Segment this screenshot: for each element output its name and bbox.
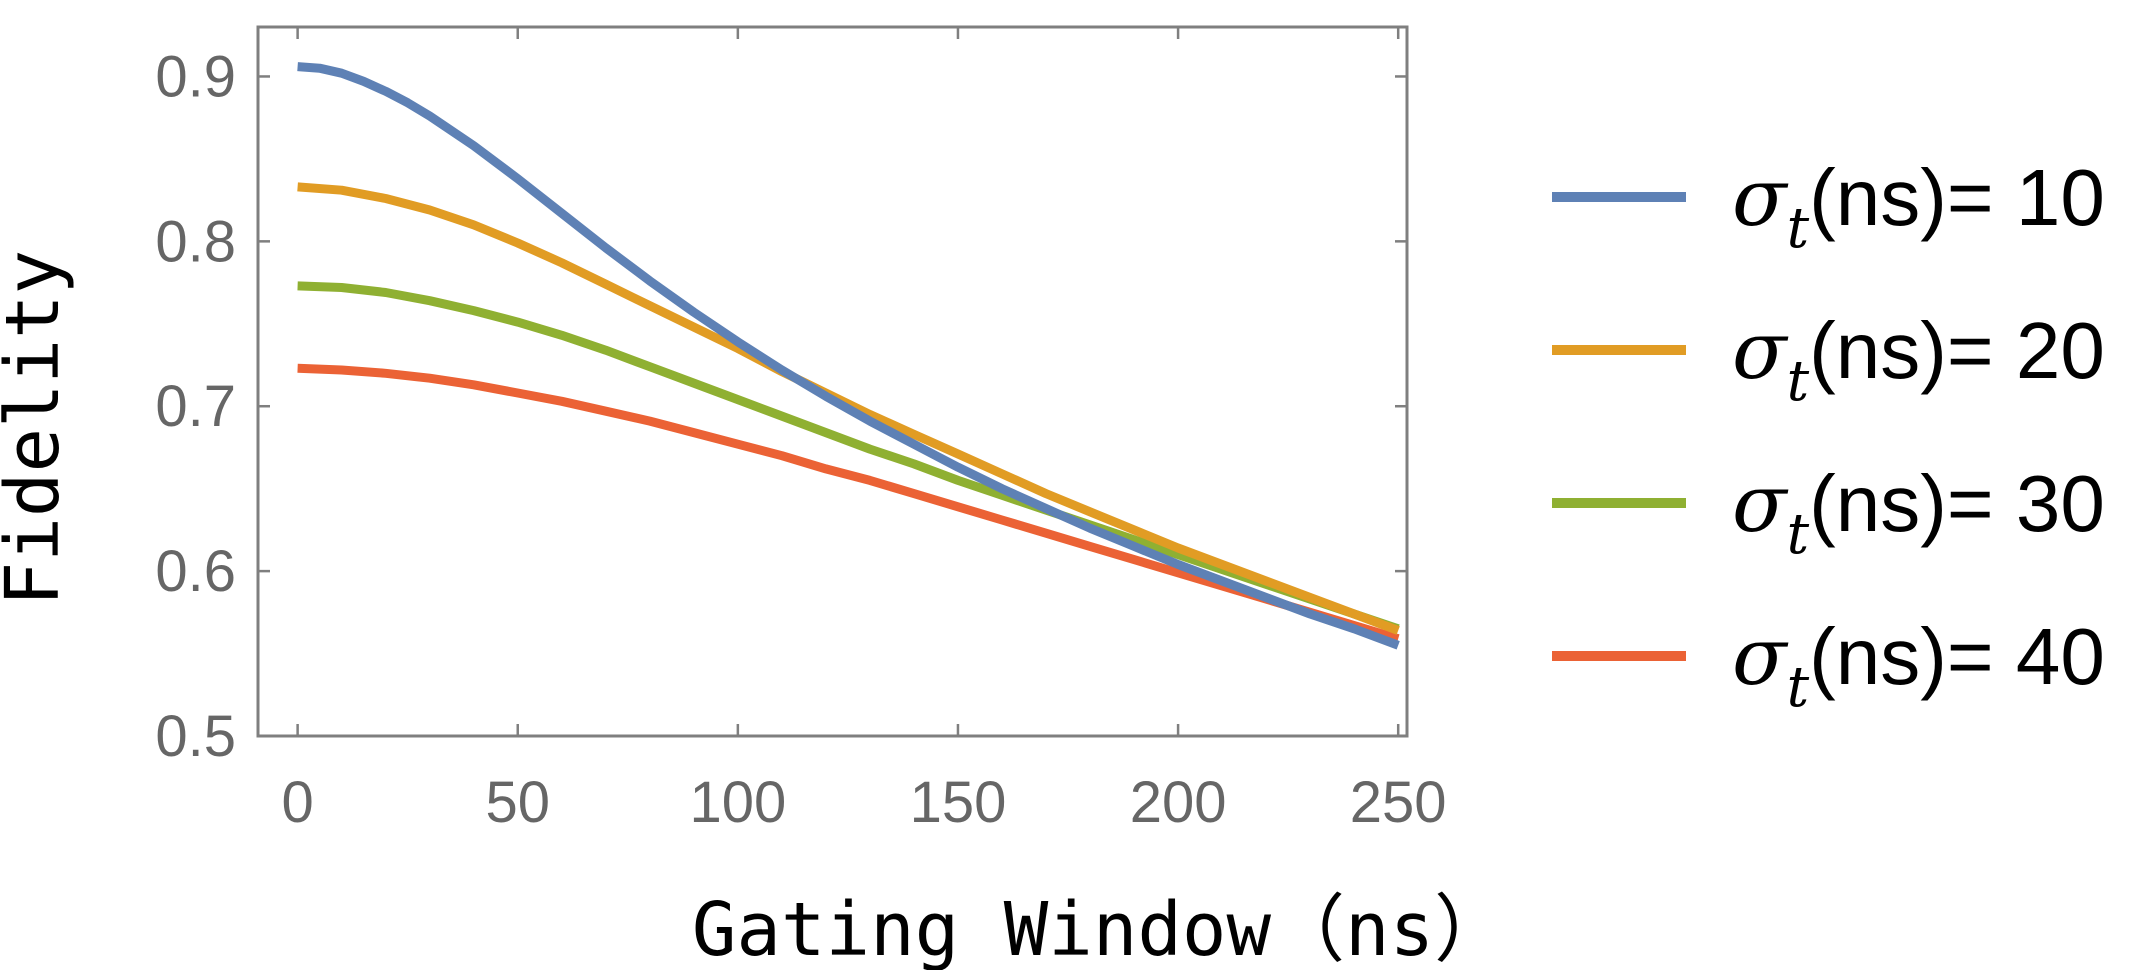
legend-subscript: t <box>1787 655 1810 720</box>
x-tick-label: 250 <box>1350 770 1447 835</box>
series-line-1 <box>297 62 1400 650</box>
y-axis-ticks: 0.5 0.6 0.7 0.8 0.9 <box>155 44 1407 769</box>
legend-label-2: σt(ns)= 20 <box>1732 304 2105 414</box>
legend-value-text: (ns)= 30 <box>1809 459 2105 548</box>
legend-subscript: t <box>1787 349 1810 414</box>
x-tick-label: 150 <box>910 770 1007 835</box>
legend-subscript: t <box>1787 196 1810 261</box>
legend-label-3: σt(ns)= 30 <box>1732 457 2105 567</box>
y-axis-title: Fidelity <box>0 250 76 606</box>
legend-label-1: σt(ns)= 10 <box>1732 151 2105 261</box>
series-layer <box>297 62 1400 650</box>
series-line-4 <box>297 363 1400 644</box>
legend-sigma-symbol: σ <box>1732 610 1789 703</box>
legend-sigma-symbol: σ <box>1732 151 1789 244</box>
legend-subscript: t <box>1787 502 1810 567</box>
legend-value-text: (ns)= 10 <box>1809 153 2105 242</box>
x-tick-label: 200 <box>1130 770 1227 835</box>
x-axis-title: Gating Window（ns） <box>692 887 1508 970</box>
legend-value-text: (ns)= 40 <box>1809 612 2105 701</box>
x-tick-label: 50 <box>485 770 550 835</box>
y-tick-label: 0.9 <box>155 44 236 109</box>
plot-frame <box>256 25 1409 738</box>
x-tick-label: 100 <box>689 770 786 835</box>
legend-label-4: σt(ns)= 40 <box>1732 610 2105 720</box>
x-tick-label: 0 <box>281 770 313 835</box>
legend-sigma-symbol: σ <box>1732 304 1789 397</box>
y-tick-label: 0.8 <box>155 209 236 274</box>
series-line-3 <box>297 281 1400 634</box>
x-axis-ticks: 0 50 100 150 200 250 <box>281 27 1447 835</box>
y-tick-label: 0.7 <box>155 374 236 439</box>
legend-sigma-symbol: σ <box>1732 457 1789 550</box>
legend-value-text: (ns)= 20 <box>1809 306 2105 395</box>
y-tick-label: 0.5 <box>155 704 236 769</box>
y-tick-label: 0.6 <box>155 539 236 604</box>
